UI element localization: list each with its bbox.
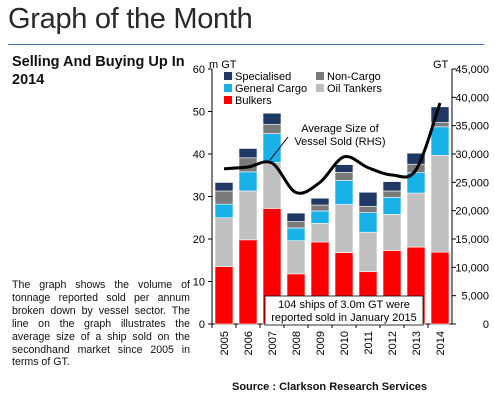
bar-series-group (214, 106, 450, 325)
y-tick-label-left: 50 (193, 107, 205, 119)
bar-oil-tankers (214, 217, 234, 267)
bar-oil-tankers (238, 190, 258, 241)
legend-swatch (224, 84, 232, 92)
y-tick-label-left: 20 (193, 234, 205, 246)
y-tick-label-right: 20,000 (455, 206, 489, 218)
note-box (264, 295, 424, 326)
y-tick-label-left: 40 (193, 149, 205, 161)
bar-non-cargo (382, 190, 402, 198)
x-tick-label: 2013 (411, 331, 423, 355)
y-tick-label-left: 30 (193, 192, 205, 204)
bar-non-cargo (262, 123, 282, 134)
title-divider (8, 44, 484, 45)
x-tick-label: 2009 (315, 331, 327, 355)
y-tick-label-left: 10 (193, 277, 205, 289)
bar-specialised (406, 152, 426, 165)
x-tick-label: 2011 (363, 331, 375, 355)
bar-specialised (334, 164, 354, 173)
legend-label: Non-Cargo (327, 71, 381, 83)
bar-oil-tankers (310, 222, 330, 243)
legend-swatch (224, 72, 232, 80)
bar-bulkers (430, 251, 450, 325)
chart-description: The graph shows the volume of tonnage re… (12, 279, 190, 369)
callout-box (286, 120, 394, 150)
callout-line-1: Average Size of (301, 123, 379, 135)
y-tick-label-right: 25,000 (455, 177, 489, 189)
x-tick-label: 2007 (267, 331, 279, 355)
y-tick-label-right: 30,000 (455, 149, 489, 161)
bar-specialised (382, 181, 402, 192)
bar-oil-tankers (334, 204, 354, 253)
bar-non-cargo (310, 204, 330, 212)
y-tick-label-right: 35,000 (455, 121, 489, 133)
bar-general-cargo (238, 171, 258, 192)
source-credit: Source : Clarkson Research Services (232, 381, 428, 393)
legend-label: Specialised (235, 71, 291, 83)
legend-label: Oil Tankers (327, 83, 382, 95)
bar-general-cargo (214, 203, 234, 219)
legend-swatch (316, 84, 324, 92)
average-size-line-group (223, 102, 442, 195)
y-tick-label-right: 15,000 (455, 234, 489, 246)
y-tick-label-right: 5,000 (461, 291, 489, 303)
page-title: Graph of the Month (8, 3, 253, 35)
y-tick-label-left: 60 (193, 64, 205, 76)
average-size-line (223, 102, 442, 195)
y-tick-label-right: 10,000 (455, 262, 489, 274)
callout-leader (269, 136, 289, 161)
bar-non-cargo (286, 221, 306, 229)
y-tick-label-right: 40,000 (455, 92, 489, 104)
bar-bulkers (238, 239, 258, 325)
bar-bulkers (214, 266, 234, 325)
bar-oil-tankers (406, 192, 426, 248)
bar-oil-tankers (430, 154, 450, 253)
bar-oil-tankers (286, 240, 306, 275)
bar-non-cargo (358, 205, 378, 213)
bar-specialised (286, 212, 306, 222)
bar-specialised (310, 197, 330, 206)
bar-oil-tankers (358, 231, 378, 273)
y-tick-label-right: 45,000 (455, 64, 489, 76)
y-axis-label-right: GT (433, 59, 449, 71)
bar-non-cargo (214, 190, 234, 205)
bar-general-cargo (358, 212, 378, 233)
bar-oil-tankers (382, 214, 402, 251)
x-tick-label: 2006 (243, 331, 255, 355)
x-tick-label: 2010 (339, 331, 351, 355)
y-tick-label-left: 0 (199, 319, 205, 331)
bar-specialised (238, 148, 258, 159)
legend-label: Bulkers (235, 95, 272, 107)
bar-general-cargo (430, 126, 450, 156)
x-tick-label: 2014 (435, 331, 447, 355)
y-tick-label-right: 0 (483, 319, 489, 331)
bar-specialised (214, 182, 234, 192)
bar-general-cargo (382, 197, 402, 215)
chart-legend: Specialised Non-Cargo General Cargo Oil Tan… (218, 70, 392, 108)
y-axis-label-left: m GT (209, 59, 237, 71)
legend-swatch (316, 72, 324, 80)
legend-background (218, 70, 392, 108)
bar-non-cargo (334, 171, 354, 181)
bar-general-cargo (286, 227, 306, 241)
x-tick-label: 2008 (291, 331, 303, 355)
legend-label: General Cargo (235, 83, 307, 95)
bar-general-cargo (334, 180, 354, 205)
stacked-bar-chart: m GT GT 0 10 20 30 40 50 60 0 5,000 10,000 15,000 2… (193, 59, 489, 355)
bar-specialised (262, 112, 282, 125)
bar-specialised (358, 191, 378, 207)
chart-axes: 0 10 20 30 40 50 60 0 5,000 10,000 15,000 20,000 25,… (193, 64, 489, 355)
note-line-1: 104 ships of 3.0m GT were (278, 299, 410, 311)
chart-subtitle: Selling And Buying Up In 2014 (12, 54, 185, 88)
x-tick-label: 2012 (387, 331, 399, 355)
legend-swatch (224, 96, 232, 104)
x-tick-label: 2005 (219, 331, 231, 355)
callout-line-2: Vessel Sold (RHS) (294, 136, 385, 148)
bar-general-cargo (310, 210, 330, 224)
note-line-2: reported sold in January 2015 (271, 312, 417, 324)
